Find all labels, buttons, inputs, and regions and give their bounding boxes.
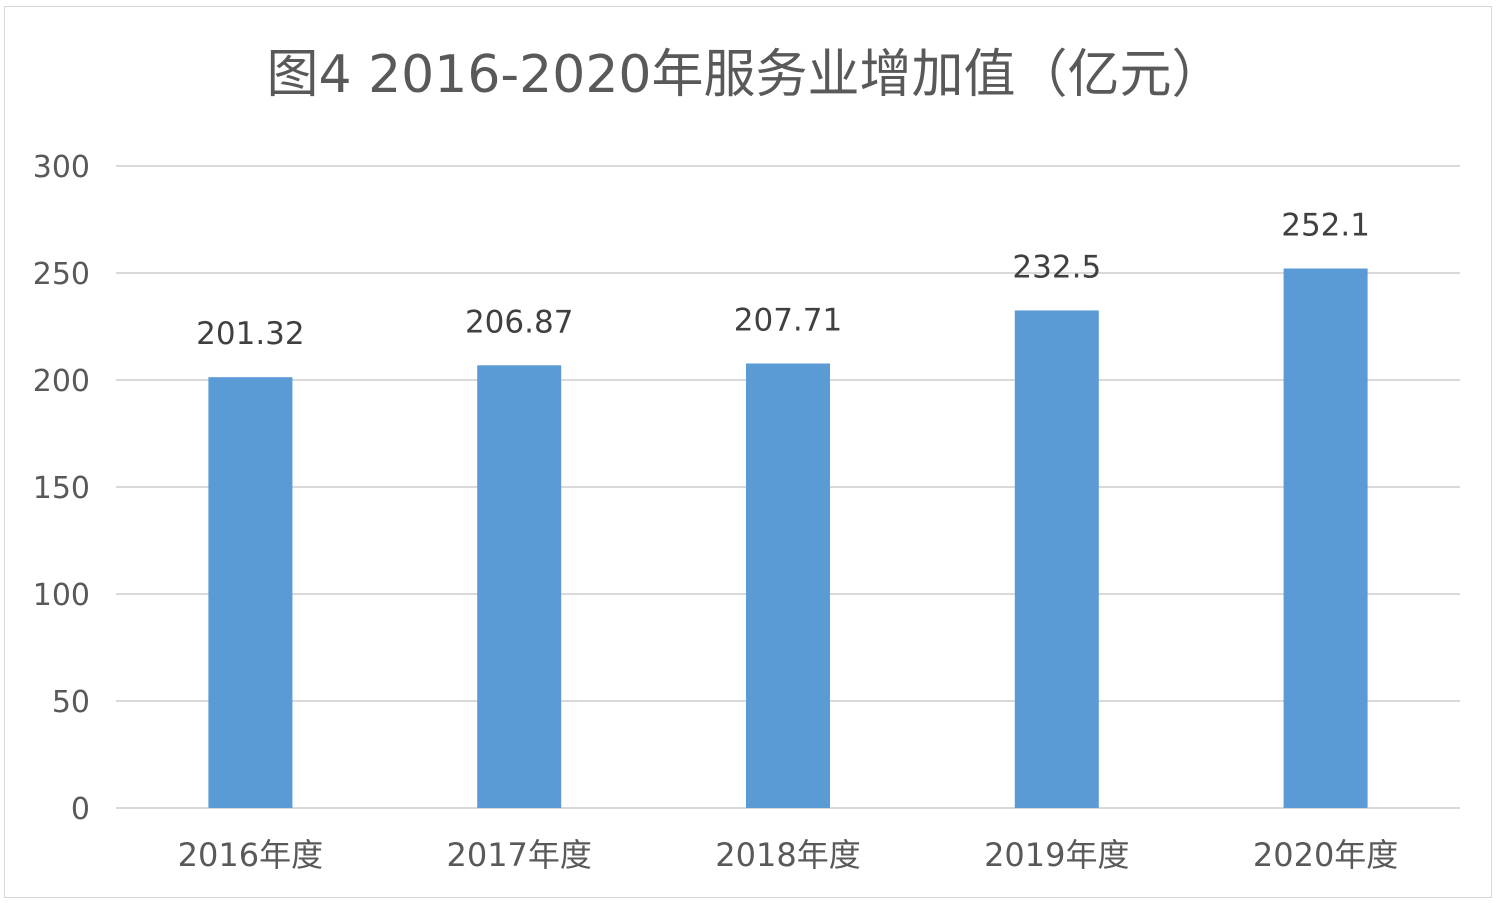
y-axis-ticks: 0 50 100 150 200 250 300 (33, 150, 90, 827)
y-tick-label: 200 (33, 364, 90, 399)
x-tick-label: 2020年度 (1253, 836, 1398, 874)
data-label: 207.71 (734, 303, 842, 339)
chart-title: 图4 2016-2020年服务业增加值（亿元） (266, 45, 1223, 105)
data-label: 252.1 (1281, 208, 1370, 244)
bar (208, 377, 293, 808)
y-tick-label: 100 (33, 578, 90, 613)
x-tick-label: 2017年度 (446, 836, 591, 874)
bars (208, 268, 1368, 809)
y-tick-label: 0 (71, 792, 90, 827)
data-label: 201.32 (196, 316, 304, 352)
y-tick-label: 300 (33, 150, 90, 185)
bar (746, 363, 830, 808)
x-tick-label: 2018年度 (715, 836, 860, 874)
y-tick-label: 250 (33, 257, 90, 292)
bar (1283, 268, 1368, 809)
y-tick-label: 50 (52, 685, 90, 720)
x-axis-ticks: 2016年度 2017年度 2018年度 2019年度 2020年度 (178, 836, 1399, 874)
x-tick-label: 2019年度 (984, 836, 1129, 874)
data-labels: 201.32 206.87 207.71 232.5 252.1 (196, 208, 1370, 353)
x-tick-label: 2016年度 (178, 836, 323, 874)
data-label: 206.87 (465, 304, 573, 340)
bar (1014, 310, 1099, 808)
y-tick-label: 150 (33, 471, 90, 506)
bar (477, 365, 562, 808)
data-label: 232.5 (1012, 249, 1101, 285)
